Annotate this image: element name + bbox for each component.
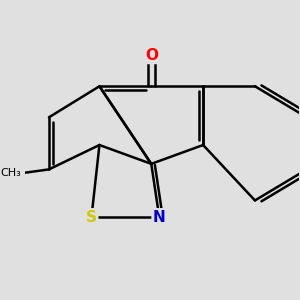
- Text: S: S: [86, 210, 97, 225]
- Text: O: O: [145, 48, 158, 63]
- Text: CH₃: CH₃: [1, 168, 22, 178]
- Text: N: N: [153, 210, 166, 225]
